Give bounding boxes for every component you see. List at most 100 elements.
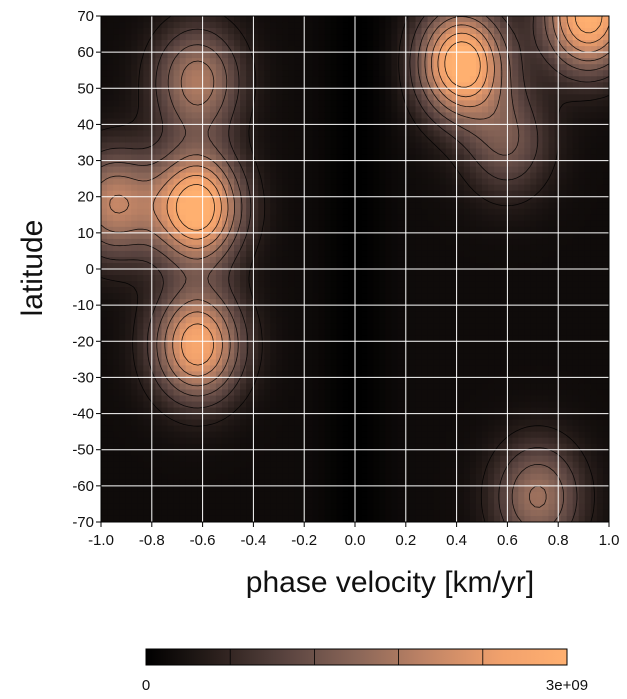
heatmap-cell	[246, 311, 253, 318]
heatmap-cell	[336, 70, 344, 77]
heatmap-cell	[203, 449, 211, 457]
heatmap-cell	[179, 299, 187, 306]
heatmap-cell	[391, 365, 398, 372]
heatmap-cell	[137, 449, 144, 457]
heatmap-cell	[445, 365, 453, 372]
heatmap-cell	[342, 377, 350, 385]
heatmap-cell	[149, 455, 157, 463]
heatmap-cell	[191, 281, 199, 288]
heatmap-cell	[318, 287, 326, 294]
heatmap-cell	[155, 515, 163, 522]
heatmap-cell	[191, 88, 199, 95]
heatmap-cell	[457, 34, 465, 41]
heatmap-cell	[228, 262, 235, 270]
heatmap-cell	[306, 407, 314, 415]
heatmap-cell	[324, 371, 332, 379]
heatmap-cell	[276, 250, 284, 258]
heatmap-cell	[113, 359, 120, 366]
heatmap-cell	[155, 431, 163, 439]
heatmap-cell	[385, 196, 392, 204]
heatmap-cell	[348, 28, 356, 35]
heatmap-cell	[306, 443, 314, 451]
heatmap-cell	[215, 491, 223, 499]
heatmap-cell	[246, 491, 253, 499]
heatmap-cell	[433, 407, 441, 415]
heatmap-cell	[107, 503, 114, 511]
heatmap-cell	[348, 64, 356, 71]
heatmap-cell	[445, 256, 453, 264]
heatmap-cell	[282, 262, 290, 270]
heatmap-cell	[373, 395, 380, 403]
heatmap-cell	[276, 136, 284, 144]
heatmap-cell	[264, 196, 271, 204]
heatmap-cell	[306, 58, 314, 65]
heatmap-cell	[258, 491, 265, 499]
heatmap-cell	[342, 419, 350, 427]
heatmap-cell	[294, 449, 302, 457]
heatmap-cell	[252, 347, 259, 354]
heatmap-cell	[264, 118, 271, 126]
heatmap-cell	[203, 46, 211, 53]
heatmap-cell	[342, 166, 350, 174]
heatmap-cell	[433, 238, 441, 246]
heatmap-cell	[203, 305, 211, 312]
heatmap-cell	[197, 389, 205, 397]
heatmap-cell	[270, 293, 277, 300]
heatmap-cell	[348, 130, 356, 138]
heatmap-cell	[415, 419, 423, 427]
heatmap-cell	[294, 202, 302, 210]
heatmap-cell	[131, 52, 138, 59]
heatmap-cell	[258, 220, 265, 228]
heatmap-cell	[276, 335, 284, 342]
heatmap-cell	[155, 269, 163, 276]
heatmap-cell	[179, 238, 187, 246]
heatmap-cell	[240, 190, 247, 198]
heatmap-cell	[373, 425, 380, 433]
heatmap-cell	[451, 269, 459, 276]
heatmap-cell	[246, 449, 253, 457]
heatmap-cell	[137, 232, 144, 240]
heatmap-cell	[391, 437, 398, 445]
heatmap-cell	[215, 347, 223, 354]
heatmap-cell	[167, 479, 175, 487]
heatmap-cell	[391, 172, 398, 180]
heatmap-cell	[179, 196, 187, 204]
heatmap-cell	[173, 154, 181, 162]
heatmap-cell	[197, 281, 205, 288]
heatmap-cell	[318, 202, 326, 210]
heatmap-cell	[143, 473, 150, 481]
heatmap-cell	[324, 118, 332, 126]
heatmap-cell	[240, 413, 247, 421]
heatmap-cell	[403, 389, 411, 397]
heatmap-cell	[312, 305, 320, 312]
heatmap-cell	[179, 293, 187, 300]
heatmap-cell	[330, 100, 338, 107]
heatmap-cell	[451, 76, 459, 83]
heatmap-cell	[282, 449, 290, 457]
heatmap-cell	[342, 497, 350, 505]
heatmap-cell	[215, 16, 223, 23]
heatmap-cell	[234, 46, 241, 53]
heatmap-cell	[306, 232, 314, 240]
heatmap-cell	[125, 455, 132, 463]
heatmap-cell	[185, 88, 193, 95]
heatmap-cell	[312, 419, 320, 427]
heatmap-cell	[131, 467, 138, 475]
heatmap-cell	[246, 335, 253, 342]
heatmap-cell	[318, 359, 326, 366]
heatmap-cell	[427, 359, 435, 366]
heatmap-cell	[113, 250, 120, 258]
heatmap-cell	[131, 202, 138, 210]
heatmap-cell	[107, 160, 114, 168]
heatmap-cell	[209, 94, 217, 101]
heatmap-cell	[385, 214, 392, 222]
heatmap-cell	[379, 94, 386, 101]
heatmap-cell	[131, 76, 138, 83]
heatmap-cell	[348, 509, 356, 517]
heatmap-cell	[149, 485, 157, 493]
heatmap-cell	[167, 329, 175, 336]
heatmap-cell	[209, 130, 217, 138]
heatmap-cell	[439, 154, 447, 162]
heatmap-cell	[119, 190, 126, 198]
heatmap-cell	[149, 64, 157, 71]
